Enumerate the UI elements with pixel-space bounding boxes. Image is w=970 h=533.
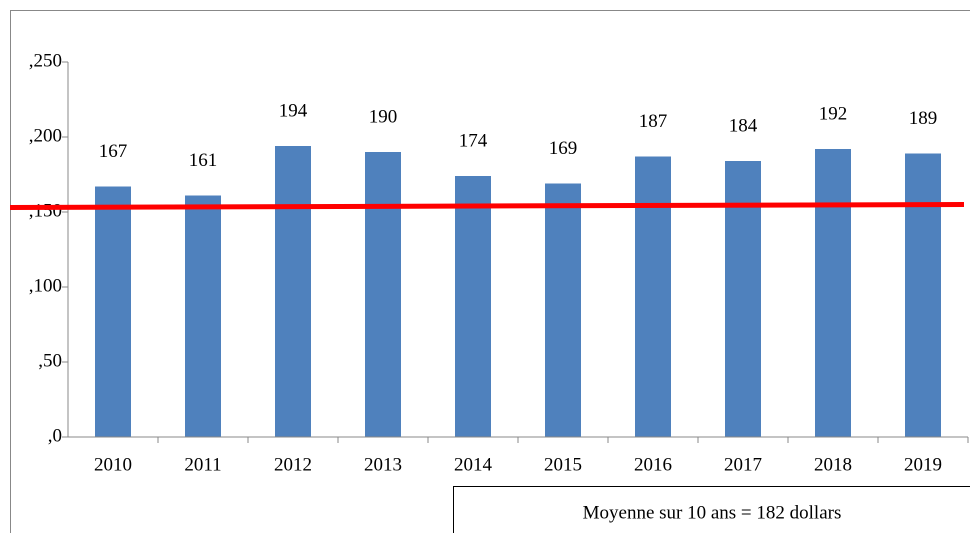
data-label: 187 (639, 111, 668, 132)
y-tick-label: ,50 (38, 350, 62, 371)
x-tick-label: 2019 (904, 454, 942, 475)
x-tick-label: 2011 (184, 454, 221, 475)
bar (545, 183, 581, 437)
data-label: 189 (909, 108, 938, 129)
x-tick-label: 2012 (274, 454, 312, 475)
y-tick-label: ,200 (29, 125, 62, 146)
x-tick-label: 2014 (454, 454, 493, 475)
data-label: 192 (819, 103, 848, 124)
x-tick-label: 2015 (544, 454, 582, 475)
data-label: 161 (189, 150, 218, 171)
x-tick-label: 2010 (94, 454, 132, 475)
bar (455, 176, 491, 437)
bar (905, 153, 941, 437)
bar (725, 161, 761, 437)
data-label: 174 (459, 130, 488, 151)
x-tick-label: 2013 (364, 454, 402, 475)
annotation: Moyenne sur 10 ans = 182 dollars (583, 502, 842, 523)
annotation-box (453, 486, 970, 533)
data-label: 169 (549, 138, 578, 159)
chart-frame (10, 10, 970, 533)
bar (815, 149, 851, 437)
y-tick-label: ,150 (29, 200, 62, 221)
y-tick-label: ,100 (29, 275, 62, 296)
bar (365, 152, 401, 437)
x-tick-label: 2018 (814, 454, 852, 475)
x-tick-label: 2016 (634, 454, 672, 475)
y-tick-label: ,250 (29, 50, 62, 71)
data-label: 167 (99, 141, 128, 162)
bar (185, 195, 221, 437)
bar (275, 146, 311, 437)
data-label: 190 (369, 106, 398, 127)
reference-line (9, 202, 965, 210)
y-tick-label: ,0 (48, 425, 62, 446)
x-tick-label: 2017 (724, 454, 762, 475)
bar (635, 156, 671, 437)
data-label: 194 (279, 100, 308, 121)
data-label: 184 (729, 115, 758, 136)
bar (95, 186, 131, 437)
